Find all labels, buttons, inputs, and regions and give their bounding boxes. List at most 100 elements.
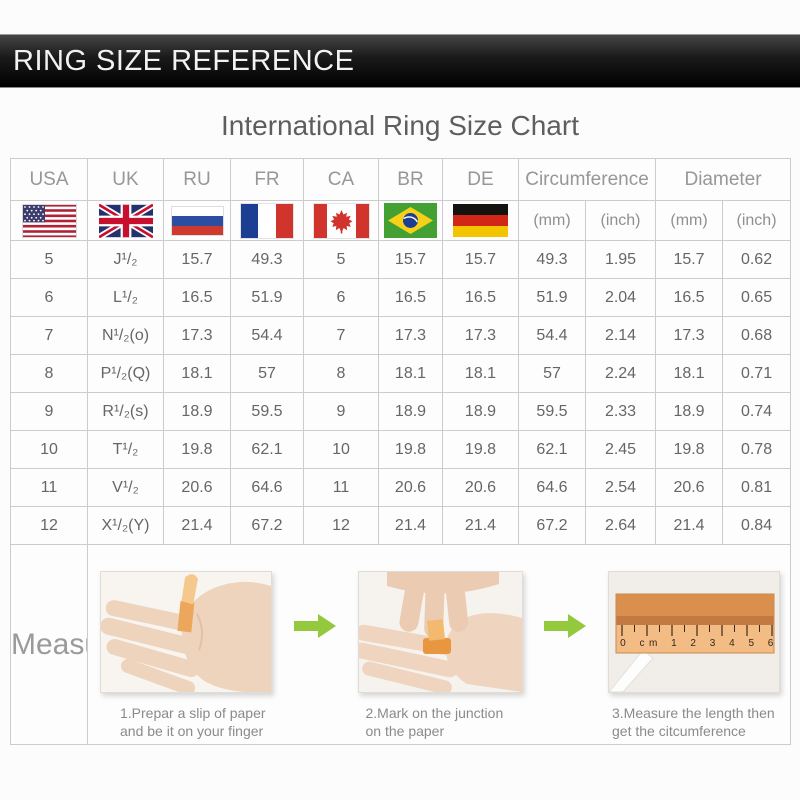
cell-dia-mm: 16.5 [655,278,724,317]
cell-dia-inch: 0.74 [722,392,792,431]
cell-fr: 59.5 [230,392,304,431]
flag-cell-usa [10,200,88,241]
subheader-diameter-inch: (inch) [722,200,792,241]
cell-dia-mm: 20.6 [655,468,724,507]
arrow-right-icon [293,613,336,639]
measure-instructions: 1.Prepar a slip of paper and be it on yo… [86,544,792,745]
ruler-scale-numbers: 0 cm 1 2 3 4 5 6 [620,637,778,649]
cell-circ-mm: 62.1 [518,430,586,469]
cell-ca: 10 [303,430,379,469]
cell-fr: 64.6 [230,468,304,507]
cell-dia-inch: 0.78 [722,430,792,469]
cell-uk: P¹/₂(Q) [87,354,164,393]
arrow-right-icon [544,613,587,639]
cell-circ-inch: 2.54 [584,468,657,507]
measure-label: Measure [10,544,88,745]
table-row: 12 X¹/₂(Y) 21.4 67.2 12 21.4 21.4 67.2 2… [10,506,792,545]
cell-ru: 18.9 [163,392,231,431]
measure-step-1: 1.Prepar a slip of paper and be it on yo… [100,570,272,740]
cell-uk: L¹/₂ [87,278,164,317]
flag-cell-br [378,200,443,241]
cell-ru: 16.5 [163,278,231,317]
cell-circ-mm: 57 [518,354,586,393]
table-row: 7 N¹/₂(o) 17.3 54.4 7 17.3 17.3 54.4 2.1… [10,316,792,355]
measure-steps: 1.Prepar a slip of paper and be it on yo… [89,549,790,740]
cell-br: 17.3 [378,316,443,355]
cell-circ-inch: 2.45 [584,430,657,469]
column-header-ca: CA [303,158,379,201]
cell-uk: J¹/₂ [87,240,164,279]
cell-uk: T¹/₂ [87,430,164,469]
subheader-circumference-mm: (mm) [518,200,586,241]
column-header-uk: UK [87,158,164,201]
ring-size-table: USA UK RU FR CA BR DE Circumference Diam… [10,158,792,745]
column-header-fr: FR [230,158,304,201]
flag-cell-ca [303,200,379,241]
cell-uk: X¹/₂(Y) [87,506,164,545]
table-row: 11 V¹/₂ 20.6 64.6 11 20.6 20.6 64.6 2.54… [10,468,792,507]
cell-circ-mm: 54.4 [518,316,586,355]
cell-dia-inch: 0.84 [722,506,792,545]
cell-dia-inch: 0.62 [722,240,792,279]
de-flag-icon [453,204,508,237]
cell-fr: 67.2 [230,506,304,545]
cell-de: 20.6 [442,468,519,507]
cell-ru: 18.1 [163,354,231,393]
column-header-circumference: Circumference [517,158,657,201]
cell-usa: 9 [10,392,88,431]
table-row: 5 J¹/₂ 15.7 49.3 5 15.7 15.7 49.3 1.95 1… [10,240,792,279]
cell-ca: 9 [303,392,379,431]
flag-cell-ru [163,200,231,241]
cell-ru: 21.4 [163,506,231,545]
subheader-diameter-mm: (mm) [655,200,724,241]
cell-ru: 17.3 [163,316,231,355]
cell-ca: 12 [303,506,379,545]
cell-br: 18.9 [378,392,443,431]
step1-hand-photo [100,570,272,693]
cell-uk: V¹/₂ [87,468,164,507]
cell-de: 18.1 [442,354,519,393]
cell-dia-mm: 21.4 [655,506,724,545]
table-row: 6 L¹/₂ 16.5 51.9 6 16.5 16.5 51.9 2.04 1… [10,278,792,317]
table-row: 9 R¹/₂(s) 18.9 59.5 9 18.9 18.9 59.5 2.3… [10,392,792,431]
cell-circ-inch: 2.14 [584,316,657,355]
cell-circ-inch: 2.04 [584,278,657,317]
cell-ca: 6 [303,278,379,317]
cell-circ-inch: 2.24 [584,354,657,393]
cell-usa: 6 [10,278,88,317]
cell-circ-mm: 67.2 [518,506,586,545]
cell-ca: 8 [303,354,379,393]
flag-cell-fr [230,200,304,241]
fr-flag-icon [240,202,294,239]
column-header-ru: RU [163,158,231,201]
cell-fr: 49.3 [230,240,304,279]
step1-caption: 1.Prepar a slip of paper and be it on yo… [120,704,266,739]
cell-dia-inch: 0.68 [722,316,792,355]
us-flag-icon [21,203,77,238]
cell-ru: 20.6 [163,468,231,507]
cell-dia-inch: 0.81 [722,468,792,507]
cell-br: 16.5 [378,278,443,317]
table-row: 8 P¹/₂(Q) 18.1 57 8 18.1 18.1 57 2.24 18… [10,354,792,393]
banner: RING SIZE REFERENCE [0,34,800,88]
cell-fr: 62.1 [230,430,304,469]
table-row: 10 T¹/₂ 19.8 62.1 10 19.8 19.8 62.1 2.45… [10,430,792,469]
cell-br: 20.6 [378,468,443,507]
cell-de: 17.3 [442,316,519,355]
cell-circ-inch: 2.33 [584,392,657,431]
cell-usa: 10 [10,430,88,469]
cell-dia-inch: 0.65 [722,278,792,317]
cell-br: 18.1 [378,354,443,393]
cell-de: 16.5 [442,278,519,317]
cell-ca: 5 [303,240,379,279]
column-header-usa: USA [10,158,88,201]
cell-usa: 11 [10,468,88,507]
cell-fr: 57 [230,354,304,393]
cell-usa: 7 [10,316,88,355]
step3-caption: 3.Measure the length then get the citcum… [612,704,775,739]
uk-flag-icon [98,203,153,238]
step3-ruler-photo: 0 cm 1 2 3 4 5 6 [608,570,780,693]
banner-title: RING SIZE REFERENCE [13,44,355,77]
cell-dia-mm: 19.8 [655,430,724,469]
